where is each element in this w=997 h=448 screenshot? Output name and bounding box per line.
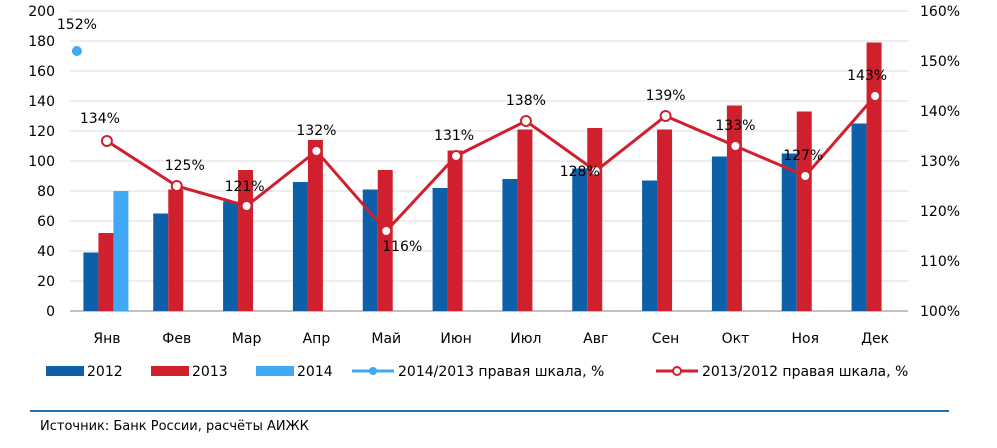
data-label: 132%: [296, 123, 336, 139]
left-tick-label: 40: [37, 244, 55, 260]
marker-2013-2012: [310, 145, 323, 157]
bar-2013: [98, 233, 114, 311]
data-label: 116%: [382, 239, 422, 255]
category-label: Июл: [510, 331, 541, 347]
category-label: Ноя: [791, 331, 819, 347]
data-label: 133%: [715, 118, 755, 134]
marker-2013-2012: [729, 140, 742, 152]
right-tick-label: 140%: [920, 104, 960, 120]
category-label: Май: [371, 331, 401, 347]
category-label: Мар: [232, 331, 262, 347]
data-label: 138%: [506, 93, 546, 109]
bar-2012: [572, 168, 588, 311]
legend-marker: [369, 367, 377, 375]
category-label: Окт: [722, 331, 750, 347]
data-label: 127%: [783, 148, 823, 164]
bar-2012: [851, 123, 867, 311]
marker-2013-2012: [869, 90, 882, 102]
category-label: Апр: [303, 331, 331, 347]
bar-2012: [711, 156, 727, 311]
bar-2013: [307, 140, 323, 311]
legend-label: 2012: [87, 364, 123, 380]
category-label: Янв: [93, 331, 120, 347]
bar-2013: [657, 129, 673, 311]
bar-2013: [866, 42, 882, 311]
marker-2013-2012: [240, 200, 253, 212]
marker-2013-2012: [450, 150, 463, 162]
marker-2013-2012: [170, 180, 183, 192]
bar-2013: [517, 129, 533, 311]
left-tick-label: 160: [28, 64, 55, 80]
source-note: Источник: Банк России, расчёты АИЖК: [40, 419, 309, 434]
category-label: Фев: [162, 331, 191, 347]
marker-2013-2012: [589, 165, 602, 177]
legend-label: 2014/2013 правая шкала, %: [398, 364, 604, 380]
right-tick-label: 150%: [920, 54, 960, 70]
marker-2013-2012: [799, 170, 812, 182]
category-label: Июн: [440, 331, 471, 347]
bar-2013: [377, 170, 393, 311]
left-tick-label: 180: [28, 34, 55, 50]
right-tick-label: 160%: [920, 4, 960, 20]
right-tick-label: 120%: [920, 204, 960, 220]
bar-2013: [726, 105, 742, 311]
bar-2012: [83, 252, 99, 311]
source-divider: [30, 410, 949, 412]
bar-2013: [587, 128, 603, 311]
data-label: 131%: [434, 128, 474, 144]
category-label: Дек: [861, 331, 889, 347]
right-tick-label: 100%: [920, 304, 960, 320]
marker-2013-2012: [519, 115, 532, 127]
legend-label: 2014: [297, 364, 333, 380]
chart: 0 20 40 60 80 100 120 140 160 180 200 100% 110% 120% 1…: [28, 4, 960, 380]
right-tick-label: 110%: [920, 254, 960, 270]
right-tick-label: 130%: [920, 154, 960, 170]
left-tick-label: 140: [28, 94, 55, 110]
legend-swatch-2012: [46, 366, 84, 376]
left-tick-label: 200: [28, 4, 55, 20]
bar-2012: [153, 213, 169, 311]
legend-label: 2013/2012 правая шкала, %: [702, 364, 908, 380]
bar-2012: [502, 179, 518, 311]
data-label: 128%: [560, 164, 600, 180]
category-label: Авг: [583, 331, 608, 347]
bar-2012: [292, 182, 308, 311]
bar-2013: [168, 189, 184, 311]
line-1: [106, 95, 877, 234]
left-tick-label: 60: [37, 214, 55, 230]
left-tick-label: 0: [46, 304, 55, 320]
bar-2014: [113, 191, 129, 311]
left-tick-label: 120: [28, 124, 55, 140]
category-label: Сен: [652, 331, 680, 347]
marker-2013-2012: [659, 110, 672, 122]
data-label: 143%: [847, 68, 887, 84]
bar-2012: [642, 180, 658, 311]
marker-2013-2012: [100, 135, 113, 147]
marker-2014-2013: [71, 46, 82, 56]
legend-swatch-2013: [151, 366, 189, 376]
data-label: 152%: [57, 17, 97, 33]
legend-marker: [672, 366, 682, 376]
left-tick-label: 80: [37, 184, 55, 200]
data-label: 121%: [225, 179, 265, 195]
bar-2012: [432, 188, 448, 311]
data-label: 134%: [80, 111, 120, 127]
bar-2012: [362, 189, 378, 311]
data-label: 139%: [646, 88, 686, 104]
legend-swatch-2014: [256, 366, 294, 376]
marker-2013-2012: [380, 225, 393, 237]
legend-label: 2013: [192, 364, 228, 380]
bar-2012: [781, 153, 797, 311]
bar-2013: [447, 150, 463, 311]
left-tick-label: 100: [28, 154, 55, 170]
bar-2013: [796, 111, 812, 311]
left-tick-label: 20: [37, 274, 55, 290]
bar-2012: [223, 201, 239, 311]
data-label: 125%: [165, 158, 205, 174]
